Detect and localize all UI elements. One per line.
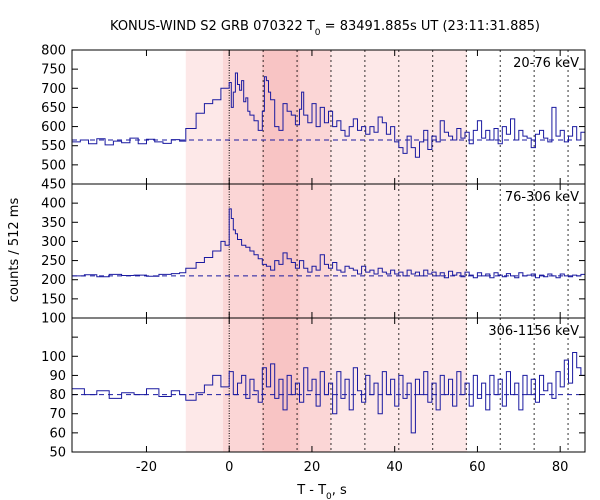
y-tick-label: 80 bbox=[49, 388, 66, 403]
y-tick-label: 200 bbox=[41, 273, 66, 288]
y-tick-label: 100 bbox=[41, 312, 66, 327]
y-tick-label: 800 bbox=[41, 44, 66, 59]
y-tick-label: 50 bbox=[49, 446, 66, 461]
y-tick-label: 500 bbox=[41, 158, 66, 173]
panel-2: 100 150 200 250 300 350 400 76-306 keV bbox=[41, 183, 586, 327]
x-tick-label: 20 bbox=[304, 460, 321, 475]
y-tick-label: 450 bbox=[41, 178, 66, 193]
x-tick-label: 0 bbox=[225, 460, 233, 475]
energy-band-label: 306-1156 keV bbox=[488, 324, 579, 339]
y-tick-label: 300 bbox=[41, 235, 66, 250]
panel-3: 50 60 70 80 90 100 306-1156 keV bbox=[41, 317, 586, 461]
x-axis-label: T - T0, s bbox=[296, 483, 347, 500]
y-tick-label: 350 bbox=[41, 216, 66, 231]
y-tick-label: 400 bbox=[41, 197, 66, 212]
panels-group: 450 500 550 600 650 700 750 800 20-76 keV 100 150 2… bbox=[41, 44, 586, 461]
y-tick-label: 750 bbox=[41, 63, 66, 78]
chart-title: KONUS-WIND S2 GRB 070322 T0 = 83491.885s… bbox=[110, 19, 540, 38]
shaded-interval-3 bbox=[262, 184, 300, 318]
count-rate-series bbox=[72, 208, 586, 279]
y-tick-label: 60 bbox=[49, 426, 66, 441]
panel-1: 450 500 550 600 650 700 750 800 20-76 keV bbox=[41, 44, 586, 193]
x-tick-label: 80 bbox=[552, 460, 569, 475]
x-tick-label: -20 bbox=[136, 460, 157, 475]
shaded-interval-3 bbox=[262, 50, 300, 184]
x-tick-label: 40 bbox=[386, 460, 403, 475]
y-tick-label: 90 bbox=[49, 369, 66, 384]
energy-band-label: 76-306 keV bbox=[505, 190, 579, 205]
y-tick-label: 250 bbox=[41, 254, 66, 269]
x-tick-labels: -20 0 20 40 60 80 bbox=[136, 460, 569, 475]
energy-band-label: 20-76 keV bbox=[513, 56, 579, 71]
y-tick-label: 700 bbox=[41, 82, 66, 97]
y-tick-label: 600 bbox=[41, 120, 66, 135]
y-tick-label: 550 bbox=[41, 139, 66, 154]
y-axis-label: counts / 512 ms bbox=[7, 198, 22, 303]
panel-frame bbox=[71, 317, 586, 453]
y-tick-label: 650 bbox=[41, 101, 66, 116]
shaded-interval-3 bbox=[262, 318, 300, 452]
y-tick-label: 70 bbox=[49, 407, 66, 422]
count-rate-series bbox=[72, 72, 586, 158]
y-tick-label: 150 bbox=[41, 292, 66, 307]
y-tick-label: 100 bbox=[41, 350, 66, 365]
x-tick-label: 60 bbox=[469, 460, 486, 475]
count-rate-series bbox=[72, 352, 586, 434]
